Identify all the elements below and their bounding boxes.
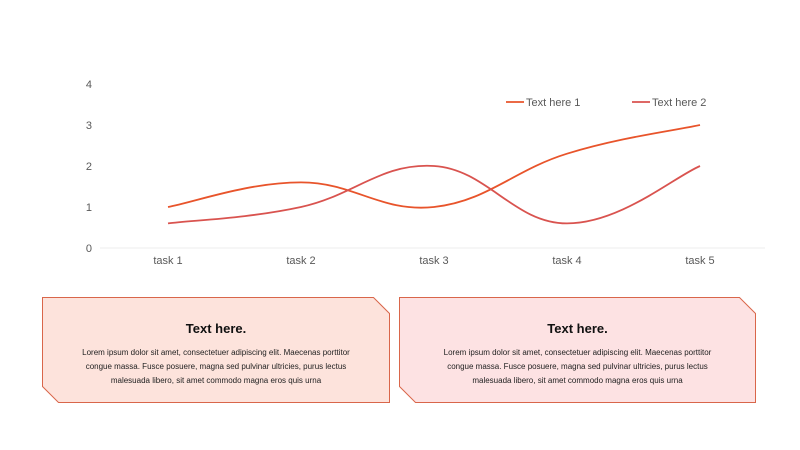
legend-label-1: Text here 1 (526, 97, 580, 109)
y-tick-label: 2 (86, 161, 92, 173)
y-tick-label: 3 (86, 120, 92, 132)
info-card-2: Text here. Lorem ipsum dolor sit amet, c… (399, 297, 756, 403)
card-1-title: Text here. (185, 321, 247, 336)
legend-label-2: Text here 2 (652, 97, 706, 109)
y-axis: 0 1 2 3 4 (86, 79, 92, 255)
series-line-1 (167, 124, 701, 209)
card-2-text: Lorem ipsum dolor sit amet, consectetuer… (443, 348, 712, 385)
card-1-shape (42, 297, 390, 403)
x-tick-label: task 1 (153, 255, 182, 267)
x-axis: task 1 task 2 task 3 task 4 task 5 (153, 255, 714, 267)
x-tick-label: task 5 (685, 255, 714, 267)
info-card-1: Text here. Lorem ipsum dolor sit amet, c… (42, 297, 390, 403)
x-tick-label: task 3 (419, 255, 448, 267)
y-tick-label: 1 (86, 202, 92, 214)
series-lines (167, 124, 701, 225)
x-tick-label: task 4 (552, 255, 581, 267)
series-line-2 (167, 164, 701, 225)
y-tick-label: 0 (86, 243, 92, 255)
card-1-text: Lorem ipsum dolor sit amet, consectetuer… (82, 348, 350, 385)
x-tick-label: task 2 (286, 255, 315, 267)
line-chart: 0 1 2 3 4 task 1 task 2 task 3 task 4 task 5 Tex… (86, 79, 765, 267)
y-tick-label: 4 (86, 79, 92, 91)
card-2-title: Text here. (547, 321, 608, 336)
card-2-shape (399, 297, 756, 403)
legend: Text here 1 Text here 2 (506, 97, 706, 109)
